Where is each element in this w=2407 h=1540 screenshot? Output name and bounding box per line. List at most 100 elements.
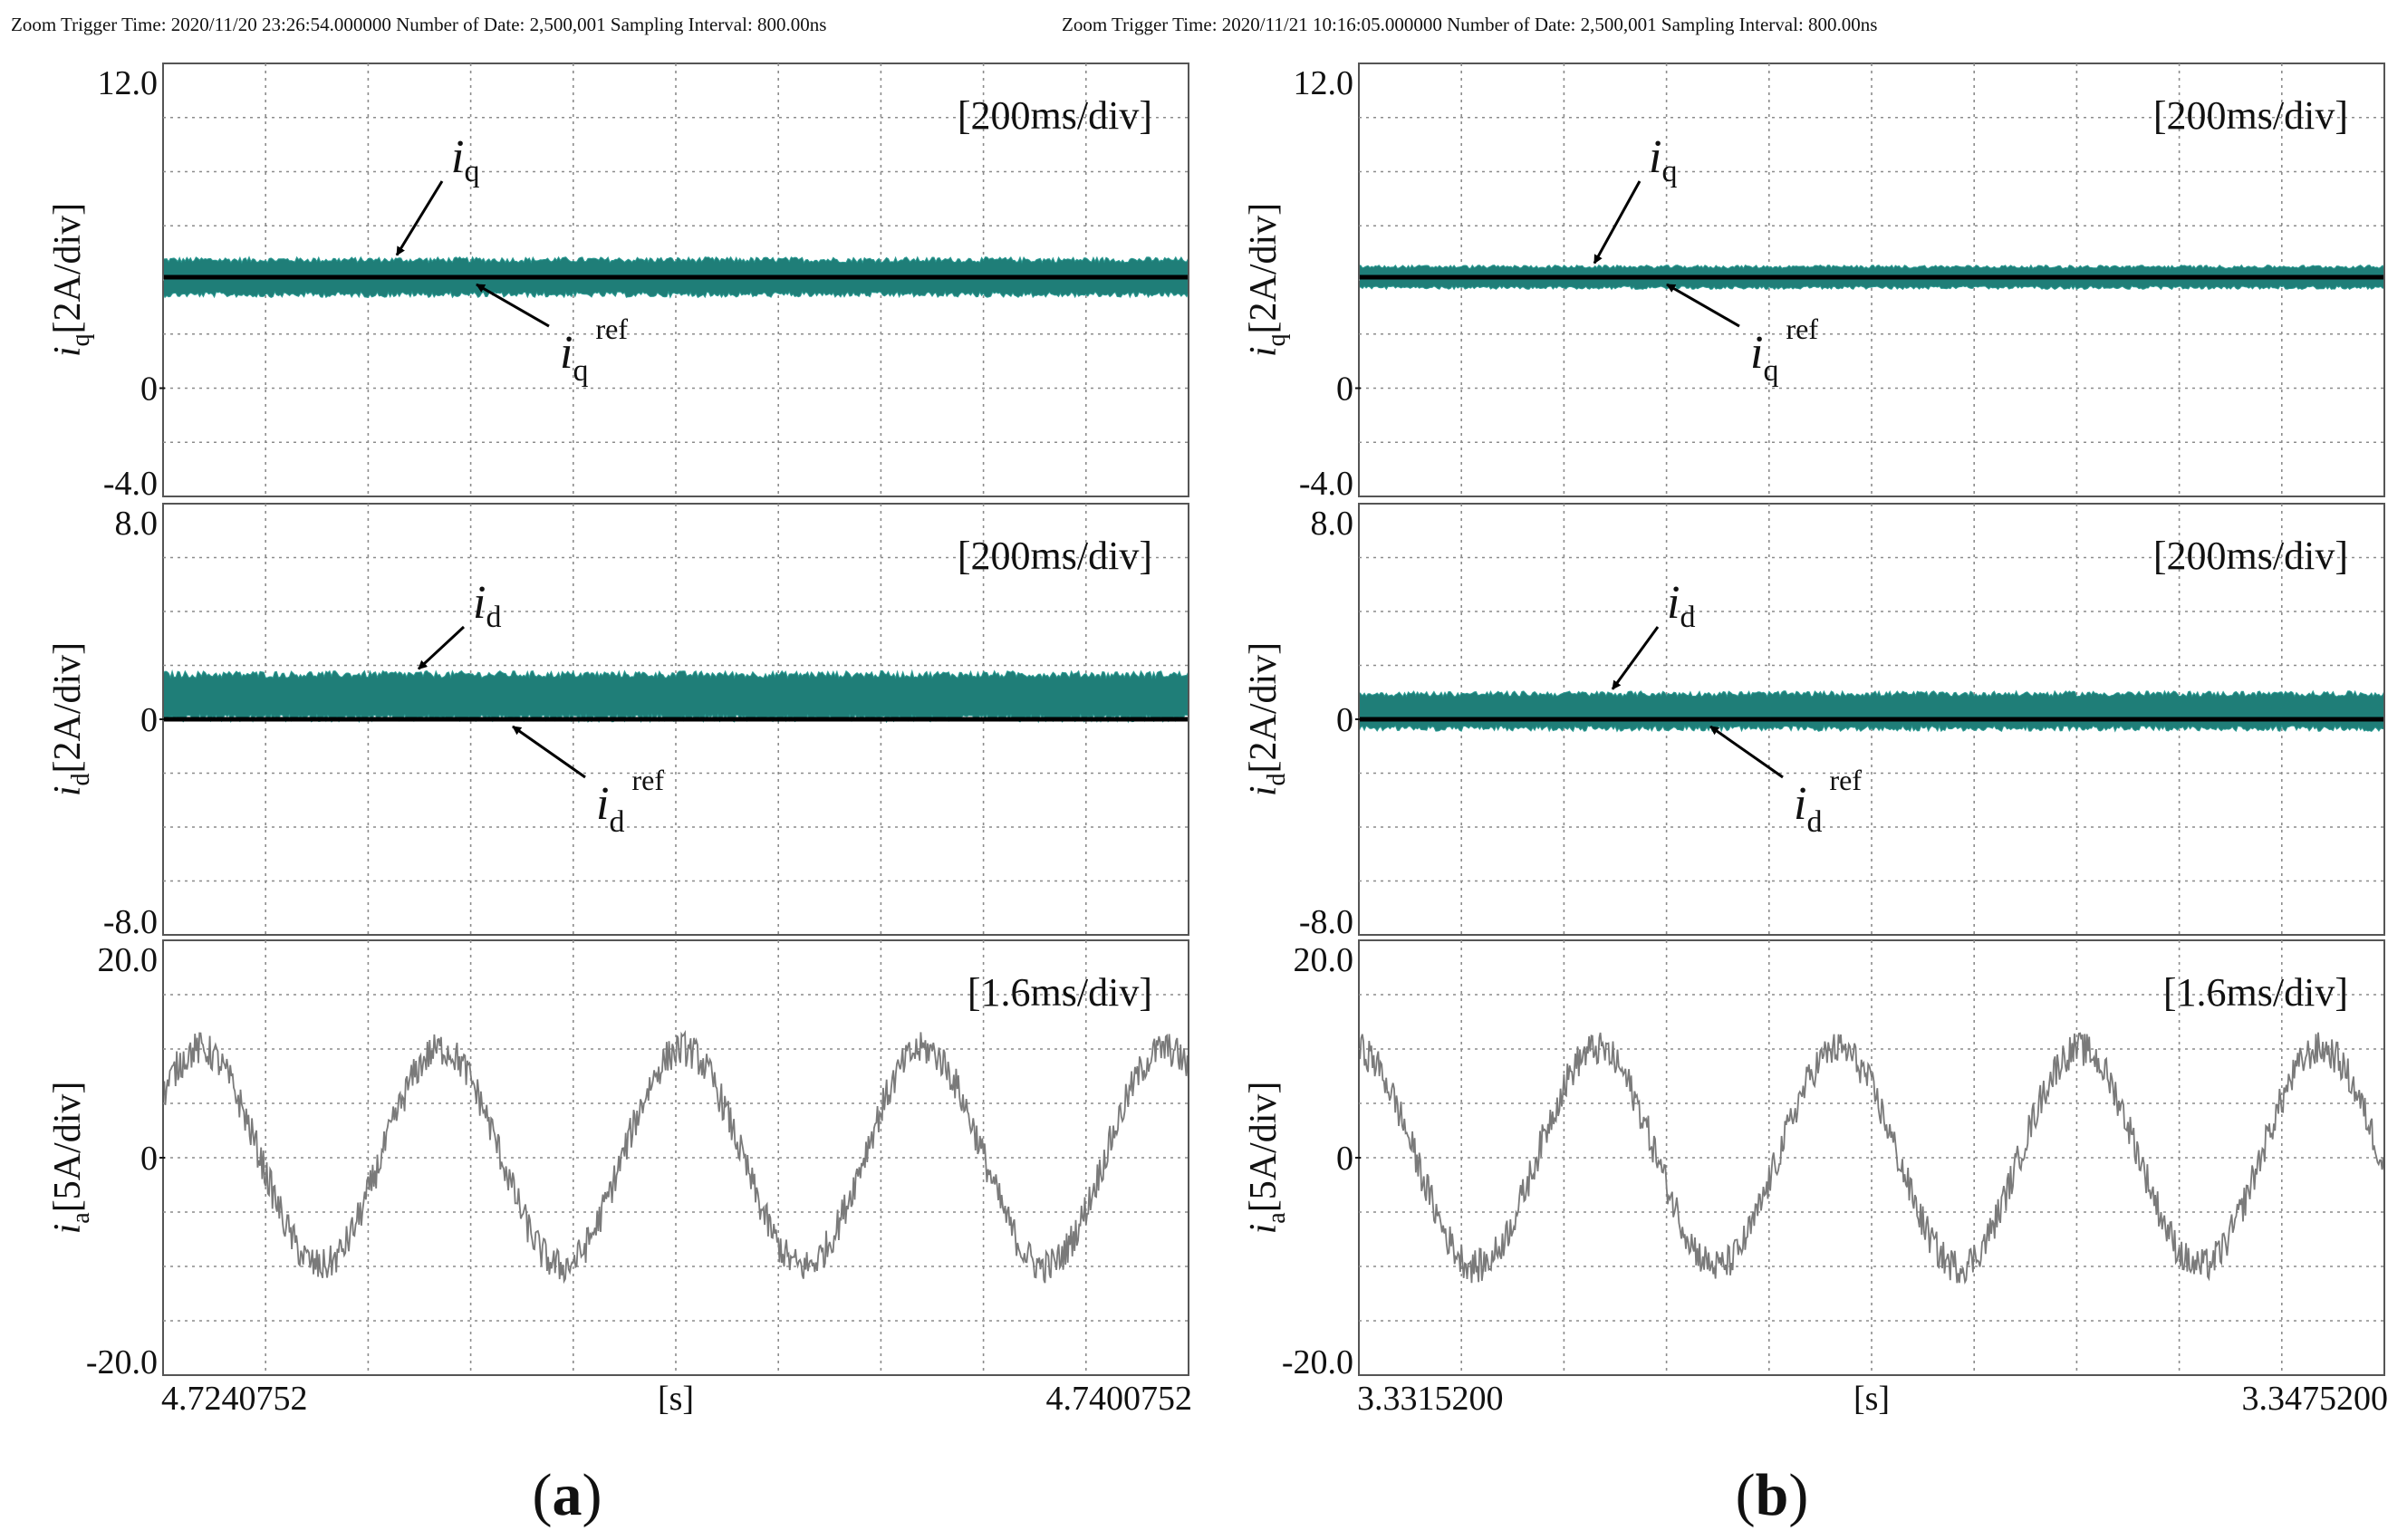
trace-group bbox=[1360, 1032, 2383, 1285]
annotation-symbol: i bbox=[596, 778, 609, 830]
y-axis-label-symbol: i bbox=[47, 346, 89, 357]
y-axis-label: iq[2A/div] bbox=[1243, 203, 1291, 357]
annotation-subscript: d bbox=[1806, 805, 1822, 839]
y-axis-label: iq[2A/div] bbox=[47, 203, 95, 357]
y-tick-label: 20.0 bbox=[1294, 941, 1354, 979]
x-start-label: 4.7240752 bbox=[161, 1380, 308, 1418]
y-axis-label: id[2A/div] bbox=[47, 642, 95, 796]
measured-current-band bbox=[164, 669, 1188, 724]
panel-caption: (a) bbox=[533, 1462, 602, 1528]
trace-group bbox=[164, 1029, 1188, 1285]
y-tick-label: -20.0 bbox=[1282, 1343, 1353, 1381]
measured-arrow bbox=[395, 180, 444, 256]
y-tick-label: 0 bbox=[1336, 371, 1353, 409]
y-tick-label: 0 bbox=[140, 1140, 158, 1178]
y-axis-label-subscript: d bbox=[67, 773, 95, 785]
y-tick-label: -8.0 bbox=[103, 903, 158, 941]
y-tick-label: -4.0 bbox=[103, 465, 158, 503]
annotation-symbol: i bbox=[451, 131, 464, 183]
y-axis-label-symbol: i bbox=[47, 785, 89, 796]
trigger-header: Zoom Trigger Time: 2020/11/21 10:16:05.0… bbox=[1062, 14, 1877, 35]
y-tick-label: 12.0 bbox=[98, 64, 159, 102]
phase-current-trace bbox=[164, 1029, 1188, 1285]
trigger-header: Zoom Trigger Time: 2020/11/20 23:26:54.0… bbox=[11, 14, 826, 35]
annotation-symbol: i bbox=[1649, 131, 1661, 183]
measured-arrow bbox=[1611, 626, 1660, 690]
timebase-label: [200ms/div] bbox=[958, 534, 1152, 578]
annotation-subscript: d bbox=[486, 601, 501, 634]
annotation-symbol: i bbox=[560, 327, 573, 379]
y-tick-label: 12.0 bbox=[1294, 64, 1354, 102]
y-tick-label: -4.0 bbox=[1299, 465, 1353, 503]
reference-current-label: idref bbox=[596, 764, 664, 839]
measured-current-label: iq bbox=[451, 131, 479, 188]
y-tick-label: 8.0 bbox=[115, 505, 159, 543]
y-axis-label-unit: [2A/div] bbox=[47, 203, 89, 334]
reference-current-label: iqref bbox=[560, 313, 628, 388]
subplot-ia: 20.0 0 -20.0 ia[5A/div] [1.6ms/div] bbox=[1243, 939, 2385, 1381]
y-tick-label: 8.0 bbox=[1311, 505, 1354, 543]
panel-b: Zoom Trigger Time: 2020/11/21 10:16:05.0… bbox=[1062, 14, 2388, 1528]
y-tick-label: -8.0 bbox=[1299, 903, 1353, 941]
x-end-label: 3.3475200 bbox=[2242, 1380, 2389, 1418]
annotation-superscript: ref bbox=[631, 764, 664, 796]
panel-a: Zoom Trigger Time: 2020/11/20 23:26:54.0… bbox=[11, 14, 1192, 1528]
trace-group bbox=[1360, 264, 2383, 291]
trace-group bbox=[164, 669, 1188, 724]
measured-arrow bbox=[1593, 180, 1642, 265]
y-axis-label: id[2A/div] bbox=[1243, 642, 1291, 796]
subplot-ia: 20.0 0 -20.0 ia[5A/div] [1.6ms/div] bbox=[47, 939, 1189, 1381]
y-tick-label: -20.0 bbox=[86, 1343, 158, 1381]
annotation-superscript: ref bbox=[1829, 764, 1862, 796]
timebase-label: [1.6ms/div] bbox=[968, 970, 1152, 1015]
caption-open-paren: ( bbox=[1736, 1462, 1756, 1528]
timebase-label: [200ms/div] bbox=[2153, 93, 2348, 138]
x-start-label: 3.3315200 bbox=[1357, 1380, 1504, 1418]
annotation-superscript: ref bbox=[1786, 313, 1818, 345]
y-axis-label-symbol: i bbox=[47, 1224, 89, 1235]
trace-group bbox=[1360, 689, 2383, 733]
y-axis-label-symbol: i bbox=[1243, 346, 1285, 357]
measured-current-label: id bbox=[473, 577, 501, 634]
caption-letter: a bbox=[553, 1462, 582, 1528]
x-unit-label: [s] bbox=[658, 1380, 694, 1418]
timebase-label: [200ms/div] bbox=[2153, 534, 2348, 578]
trace-group bbox=[164, 255, 1188, 299]
reference-arrow bbox=[1666, 283, 1740, 328]
panel-caption: (b) bbox=[1736, 1462, 1809, 1528]
caption-letter: b bbox=[1756, 1462, 1789, 1528]
y-axis-label-subscript: a bbox=[1263, 1212, 1291, 1224]
caption-close-paren: ) bbox=[582, 1462, 602, 1528]
y-tick-label: 0 bbox=[1336, 701, 1353, 739]
y-tick-label: 20.0 bbox=[98, 941, 159, 979]
y-axis-label: ia[5A/div] bbox=[47, 1082, 95, 1235]
annotation-subscript: q bbox=[573, 354, 588, 388]
y-tick-label: 0 bbox=[1336, 1140, 1353, 1178]
y-axis-label-subscript: d bbox=[1263, 773, 1291, 785]
y-tick-label: 0 bbox=[140, 371, 158, 409]
timebase-label: [200ms/div] bbox=[958, 93, 1152, 138]
timebase-label: [1.6ms/div] bbox=[2163, 970, 2348, 1015]
reference-current-label: idref bbox=[1794, 764, 1862, 839]
y-axis-label-unit: [5A/div] bbox=[1243, 1082, 1285, 1213]
annotation-subscript: q bbox=[1661, 155, 1677, 188]
measured-current-label: id bbox=[1667, 577, 1695, 634]
phase-current-trace bbox=[1360, 1032, 2383, 1285]
annotation-subscript: d bbox=[609, 805, 624, 839]
caption-close-paren: ) bbox=[1788, 1462, 1808, 1528]
reference-arrow bbox=[476, 283, 550, 328]
y-tick-label: 0 bbox=[140, 701, 158, 739]
y-axis-label: ia[5A/div] bbox=[1243, 1082, 1291, 1235]
measured-current-band bbox=[1360, 689, 2383, 733]
y-axis-label-subscript: a bbox=[67, 1212, 95, 1224]
y-axis-label-symbol: i bbox=[1243, 785, 1285, 796]
measured-current-label: iq bbox=[1649, 131, 1677, 188]
y-axis-label-unit: [2A/div] bbox=[1243, 203, 1285, 334]
annotation-symbol: i bbox=[1794, 778, 1806, 830]
x-end-label: 4.7400752 bbox=[1046, 1380, 1193, 1418]
y-axis-label-symbol: i bbox=[1243, 1224, 1285, 1235]
reference-arrow bbox=[1709, 725, 1784, 779]
